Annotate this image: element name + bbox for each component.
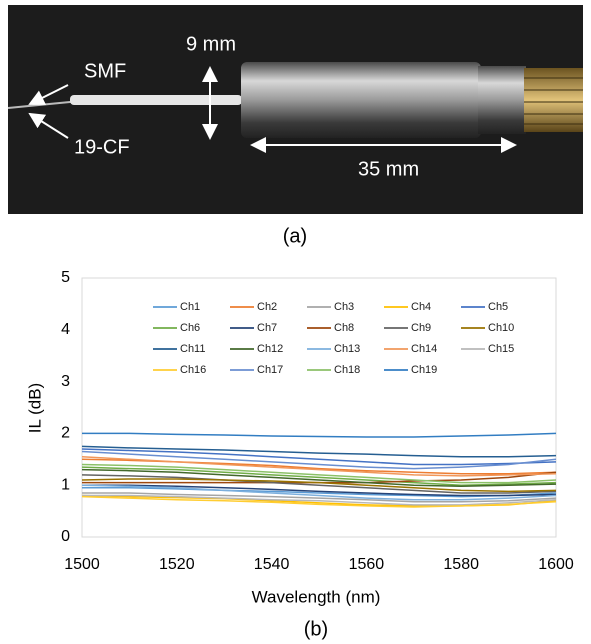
x-tick-label: 1560 [349, 556, 385, 573]
caption: (a) [283, 225, 307, 247]
photo-label: 9 mm [186, 33, 236, 55]
photo-label: 35 mm [358, 158, 419, 180]
y-tick-label: 0 [61, 528, 70, 545]
photo-label: SMF [84, 60, 126, 82]
legend-label: Ch12 [257, 343, 283, 355]
series-line [82, 494, 557, 506]
legend-label: Ch7 [257, 322, 277, 334]
legend-label: Ch1 [180, 301, 200, 313]
legend-label: Ch8 [334, 322, 354, 334]
photo-label: 19-CF [74, 136, 130, 158]
legend-label: Ch2 [257, 301, 277, 313]
series-line [81, 466, 557, 486]
plot-frame [81, 277, 557, 538]
legend-label: Ch17 [257, 364, 283, 376]
series-line [81, 495, 557, 508]
x-tick-label: 1520 [159, 556, 195, 573]
legend-label: Ch11 [180, 343, 205, 355]
legend-label: Ch3 [334, 301, 354, 313]
series-line [82, 484, 557, 497]
legend-label: Ch18 [334, 364, 360, 376]
caption: (b) [304, 618, 328, 640]
legend-label: Ch9 [411, 322, 431, 334]
series-line [81, 463, 557, 484]
photo: 9 mm SMF 19-CF 35 mm [7, 5, 583, 214]
series-line [82, 432, 557, 438]
y-tick-label: 3 [61, 373, 70, 390]
y-tick-label: 1 [61, 476, 70, 493]
series-line [81, 478, 557, 493]
y-tick-label: 4 [61, 321, 70, 338]
x-tick-label: 1600 [538, 556, 574, 573]
legend-label: Ch15 [488, 343, 514, 355]
series-line [81, 448, 557, 466]
series-line [81, 450, 557, 470]
legend-label: Ch14 [411, 343, 437, 355]
x-axis-label: Wavelength (nm) [252, 587, 381, 606]
series-line [81, 455, 557, 477]
legend-label: Ch10 [488, 322, 514, 334]
x-tick-label: 1580 [443, 556, 479, 573]
legend-label: Ch6 [180, 322, 200, 334]
x-tick-label: 1500 [64, 556, 100, 573]
legend-label: Ch5 [488, 301, 508, 313]
series-line [82, 492, 557, 503]
legend-label: Ch19 [411, 364, 437, 376]
legend-label: Ch4 [411, 301, 431, 313]
y-axis-label: IL (dB) [25, 383, 44, 433]
series-line [81, 474, 557, 494]
series-line [81, 445, 557, 458]
legend-label: Ch16 [180, 364, 206, 376]
y-tick-label: 2 [61, 425, 70, 442]
legend-label: Ch13 [334, 343, 360, 355]
series-line [81, 484, 557, 501]
series-line [81, 468, 557, 487]
x-tick-label: 1540 [254, 556, 290, 573]
y-tick-label: 5 [61, 269, 70, 286]
